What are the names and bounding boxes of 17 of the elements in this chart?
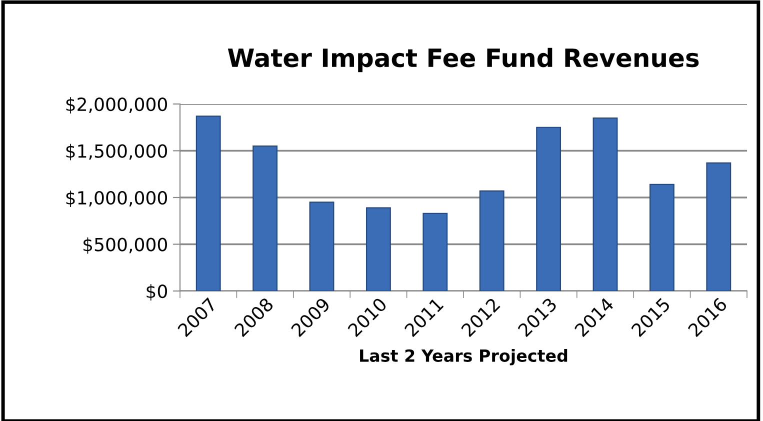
bar (479, 190, 504, 291)
y-tick-label: $1,000,000 (66, 190, 167, 208)
bar (366, 207, 391, 291)
bar (706, 162, 732, 291)
bar (196, 116, 221, 291)
bar (536, 126, 562, 291)
y-tick-label: $500,000 (84, 237, 167, 254)
bar (592, 117, 618, 291)
y-tick-label: $2,000,000 (66, 97, 167, 114)
y-tick-label: $0 (146, 284, 167, 301)
bar (649, 184, 674, 291)
bar (252, 146, 278, 291)
y-tick-label: $1,500,000 (66, 144, 167, 160)
chart-title: Water Impact Fee Fund Revenues (228, 48, 699, 72)
bar (309, 202, 334, 291)
bar (422, 212, 448, 291)
x-axis-title: Last 2 Years Projected (360, 349, 568, 366)
